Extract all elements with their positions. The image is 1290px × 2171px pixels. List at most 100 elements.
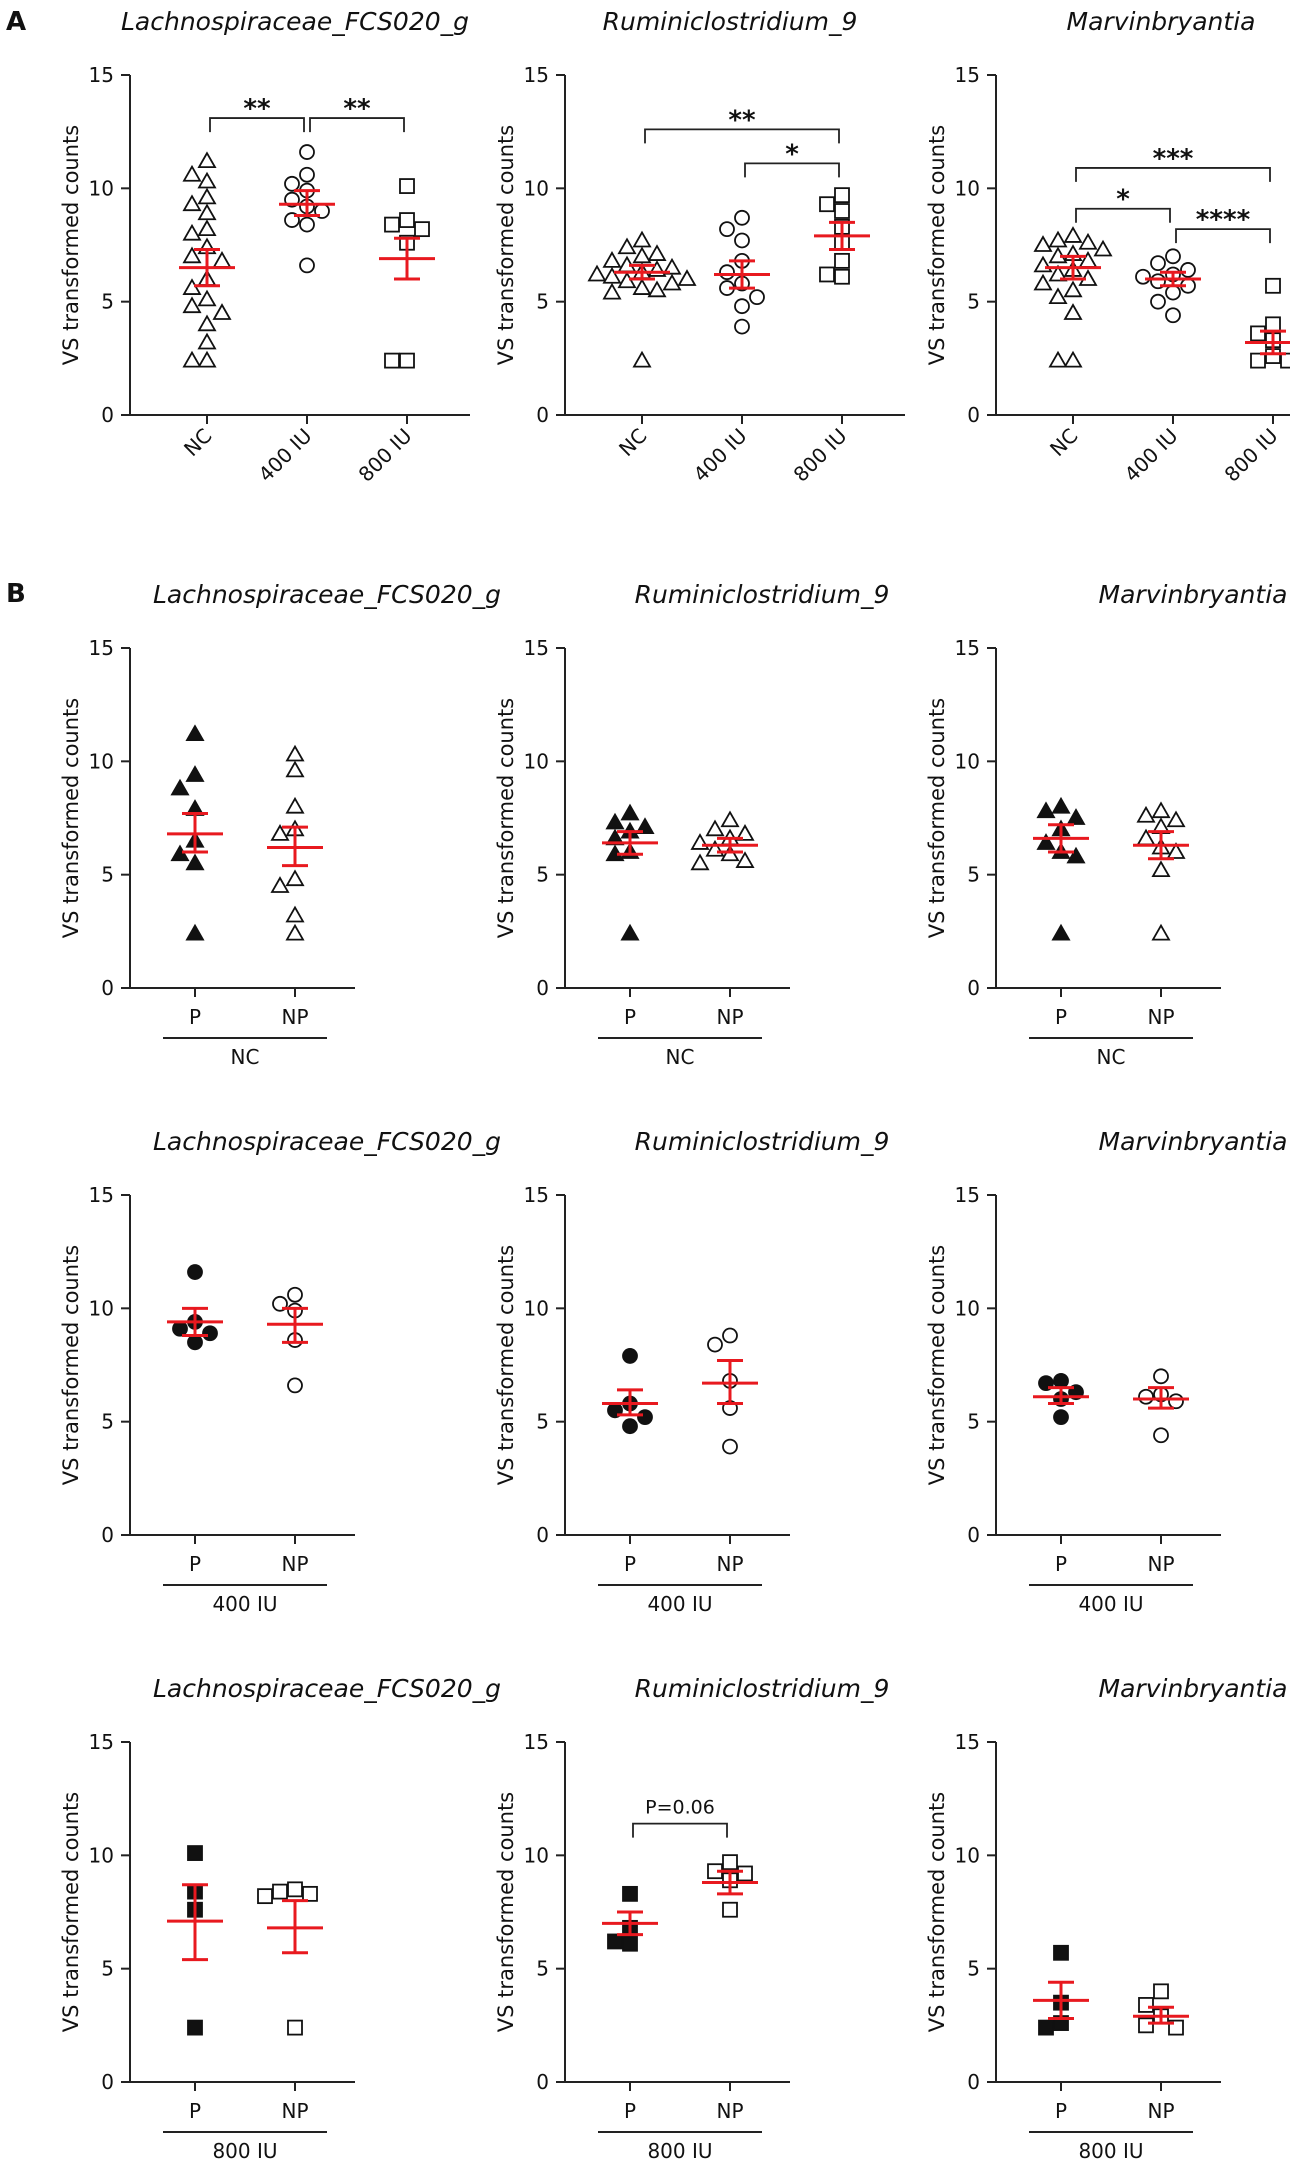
data-point bbox=[1053, 1372, 1069, 1389]
significance-label: ** bbox=[243, 94, 271, 124]
chart-title: Marvinbryantia bbox=[1099, 1674, 1288, 1703]
data-point bbox=[602, 282, 622, 300]
y-axis-label: VS transformed counts bbox=[925, 125, 949, 365]
data-point bbox=[637, 1409, 653, 1426]
data-point bbox=[285, 744, 305, 762]
chart-title: Ruminiclostridium_9 bbox=[635, 580, 890, 609]
data-point bbox=[647, 244, 667, 261]
x-tick-label: P bbox=[1055, 2099, 1067, 2123]
x-tick-label: P bbox=[1055, 1005, 1067, 1029]
y-tick-label: 10 bbox=[955, 176, 980, 200]
data-point bbox=[1063, 226, 1083, 243]
data-point bbox=[1166, 842, 1186, 859]
data-point bbox=[182, 194, 202, 212]
data-point bbox=[734, 298, 750, 315]
data-point bbox=[1165, 248, 1181, 265]
data-point bbox=[1138, 2017, 1154, 2034]
data-point bbox=[1038, 2019, 1054, 2036]
data-point bbox=[1138, 1388, 1154, 1405]
y-tick-label: 15 bbox=[524, 1183, 549, 1207]
data-point bbox=[632, 246, 652, 264]
data-point bbox=[722, 1438, 738, 1455]
y-tick-label: 5 bbox=[536, 1957, 549, 1981]
data-point bbox=[1151, 860, 1171, 878]
data-point bbox=[197, 187, 217, 205]
data-point bbox=[1048, 264, 1068, 282]
data-point bbox=[299, 166, 315, 183]
data-point bbox=[1138, 1997, 1154, 2013]
data-point bbox=[722, 1901, 738, 1918]
data-point bbox=[1066, 808, 1086, 825]
data-point bbox=[1051, 796, 1071, 814]
data-point bbox=[197, 332, 217, 350]
data-point bbox=[185, 853, 205, 871]
x-tick-label: NC bbox=[179, 424, 216, 461]
y-axis-label: VS transformed counts bbox=[494, 125, 518, 365]
data-point bbox=[1033, 255, 1053, 273]
group-label: NC bbox=[666, 1045, 695, 1069]
data-point bbox=[834, 203, 850, 219]
x-tick-label: NC bbox=[1045, 424, 1082, 461]
data-point bbox=[734, 209, 750, 226]
y-tick-label: 0 bbox=[101, 403, 114, 427]
significance-bracket bbox=[209, 117, 305, 133]
y-tick-label: 10 bbox=[89, 749, 114, 773]
y-axis-label: VS transformed counts bbox=[59, 1245, 83, 1485]
x-tick-label: 800 IU bbox=[1220, 424, 1283, 487]
data-point bbox=[285, 760, 305, 778]
data-point bbox=[1066, 846, 1086, 864]
data-point bbox=[1153, 1427, 1169, 1444]
data-point bbox=[197, 151, 217, 169]
x-tick-label: P bbox=[1055, 1552, 1067, 1576]
significance-label: P=0.06 bbox=[645, 1797, 715, 1819]
data-point bbox=[632, 350, 652, 368]
significance-bracket bbox=[309, 117, 405, 133]
y-tick-label: 15 bbox=[955, 1183, 980, 1207]
data-point bbox=[1063, 303, 1083, 320]
x-tick-label: 400 IU bbox=[1120, 424, 1183, 487]
data-point bbox=[1033, 273, 1053, 291]
data-point bbox=[172, 1320, 188, 1337]
significance-label: ** bbox=[343, 94, 371, 124]
chart-b-nc-lachno: Lachnospiraceae_FCS020_g 0 5 10 15 VS transfo… bbox=[59, 580, 501, 1069]
y-tick-label: 5 bbox=[101, 863, 114, 887]
x-tick-label: NP bbox=[281, 1005, 308, 1029]
significance-bracket bbox=[744, 162, 840, 178]
data-point bbox=[1033, 235, 1053, 252]
y-tick-label: 15 bbox=[955, 1730, 980, 1754]
data-point bbox=[819, 266, 835, 283]
x-tick-label: P bbox=[624, 1552, 636, 1576]
data-point bbox=[384, 216, 400, 233]
x-tick-label: 800 IU bbox=[354, 424, 417, 487]
data-point bbox=[1166, 810, 1186, 828]
y-tick-label: 5 bbox=[101, 1410, 114, 1434]
data-point bbox=[299, 257, 315, 274]
data-point bbox=[1053, 1409, 1069, 1426]
data-point bbox=[1265, 277, 1281, 294]
data-point bbox=[287, 2019, 303, 2036]
significance-label: * bbox=[785, 139, 799, 169]
data-point bbox=[1150, 255, 1166, 272]
data-point bbox=[1048, 287, 1068, 305]
chart-b-400-rumino: Ruminiclostridium_9 0 5 10 15 VS transformed … bbox=[494, 1127, 889, 1616]
chart-a-marvin: Marvinbryantia 0 5 10 15 VS transformed count… bbox=[925, 7, 1290, 487]
data-point bbox=[197, 289, 217, 307]
y-tick-label: 15 bbox=[89, 1730, 114, 1754]
data-point bbox=[185, 765, 205, 782]
data-point bbox=[735, 851, 755, 868]
y-tick-label: 15 bbox=[524, 1730, 549, 1754]
chart-b-800-lachno: Lachnospiraceae_FCS020_g 0 5 10 15 VS transfo… bbox=[59, 1674, 501, 2163]
y-tick-label: 0 bbox=[967, 2070, 980, 2094]
data-point bbox=[299, 144, 315, 160]
data-point bbox=[1048, 350, 1068, 368]
y-tick-label: 10 bbox=[955, 1296, 980, 1320]
chart-a-lachno: Lachnospiraceae_FCS020_g 0 5 10 15 VS transfo… bbox=[59, 7, 470, 487]
data-point bbox=[1136, 805, 1156, 823]
group-label: 400 IU bbox=[647, 1592, 712, 1616]
y-axis-label: VS transformed counts bbox=[494, 1792, 518, 2032]
data-point bbox=[187, 1845, 203, 1861]
x-tick-label: NP bbox=[281, 1552, 308, 1576]
y-tick-label: 0 bbox=[967, 976, 980, 1000]
y-tick-label: 10 bbox=[89, 1296, 114, 1320]
data-point bbox=[617, 237, 637, 255]
